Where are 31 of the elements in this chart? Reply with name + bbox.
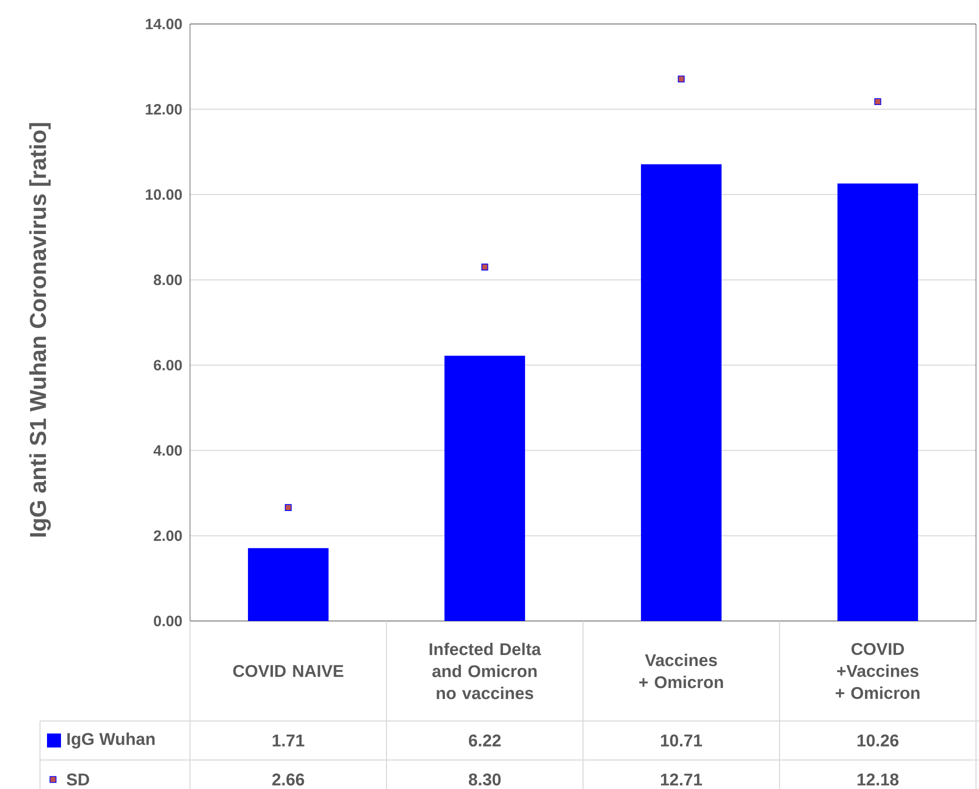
point	[874, 98, 882, 105]
bar	[640, 164, 722, 621]
legend-label: SD	[66, 773, 90, 786]
data-label: 6.22	[468, 734, 501, 747]
y-tick-label: 14.00	[146, 18, 182, 30]
y-tick-label: 8.00	[154, 274, 182, 286]
x-tick-label: Infected Delta and Omicron no vaccines	[430, 642, 542, 700]
data-label: 2.66	[272, 773, 304, 786]
y-tick-label: 6.00	[154, 360, 182, 370]
y-tick-label: 12.00	[146, 104, 182, 115]
bar	[837, 183, 918, 621]
y-tick-label: 10.00	[146, 189, 182, 200]
y-tick-label: 4.00	[154, 445, 182, 456]
data-label: 10.71	[661, 734, 702, 747]
point	[284, 504, 292, 511]
bar	[444, 356, 526, 621]
data-label: 1.71	[272, 734, 304, 746]
bar	[248, 548, 329, 621]
y-tick-label: 2.00	[154, 530, 182, 542]
point	[678, 76, 685, 82]
x-tick-label: COVID NAIVE	[233, 664, 344, 678]
point	[481, 264, 488, 270]
data-label: 12.18	[858, 773, 899, 786]
y-tick-label: 0.00	[154, 616, 182, 626]
x-tick-label: Vaccines + Omicron	[639, 654, 723, 688]
x-tick-label: COVID +Vaccines + Omicron	[836, 642, 920, 700]
data-label: 12.71	[661, 774, 702, 786]
data-label: 10.26	[858, 734, 898, 747]
data-label: 8.30	[468, 773, 501, 786]
legend-label: IgG Wuhan	[67, 732, 155, 748]
y-axis-title: IgG anti S1 Wuhan Coronavirus [ratio]	[29, 123, 51, 537]
